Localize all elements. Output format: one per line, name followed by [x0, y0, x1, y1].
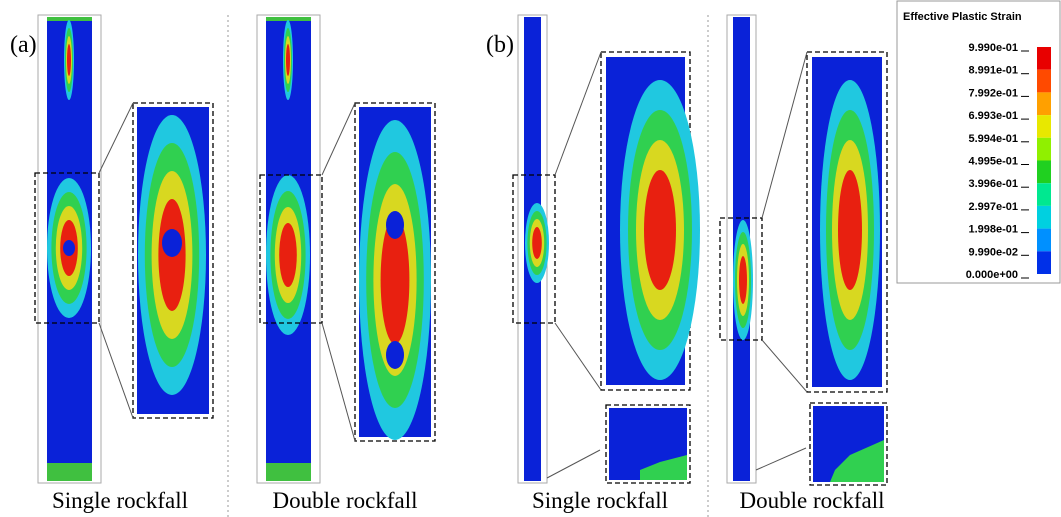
- contour: [67, 44, 71, 76]
- zoom-link: [762, 52, 807, 218]
- contour: [532, 227, 542, 259]
- zoom-link: [756, 448, 806, 470]
- hole: [162, 229, 182, 257]
- contour: [286, 44, 290, 76]
- contour: [838, 170, 862, 290]
- hole: [386, 211, 404, 239]
- legend-swatch: [1037, 115, 1051, 138]
- legend-label: 0.000e+00: [966, 269, 1018, 281]
- legend-label: 1.998e-01: [968, 224, 1018, 236]
- legend-swatch: [1037, 138, 1051, 161]
- zoom-link: [322, 323, 355, 441]
- legend-label: 6.993e-01: [968, 110, 1018, 122]
- hole: [63, 240, 75, 256]
- hole: [386, 341, 404, 369]
- contour: [644, 170, 676, 290]
- legend-title: Effective Plastic Strain: [903, 11, 1022, 23]
- legend-swatch: [1037, 183, 1051, 206]
- legend-swatch: [1037, 206, 1051, 229]
- legend-swatch: [1037, 229, 1051, 252]
- caption: Single rockfall: [52, 488, 188, 513]
- legend-swatch: [1037, 251, 1051, 274]
- zoom-link: [322, 103, 355, 175]
- legend-swatch: [1037, 47, 1051, 70]
- legend-label: 8.991e-01: [968, 65, 1018, 77]
- legend-swatch: [1037, 70, 1051, 93]
- panel-label: (b): [486, 32, 514, 58]
- legend-label: 3.996e-01: [968, 178, 1018, 190]
- zoom-link: [555, 323, 601, 390]
- legend-swatch: [1037, 92, 1051, 115]
- legend-label: 9.990e-02: [968, 246, 1018, 258]
- caption: Double rockfall: [740, 488, 885, 513]
- legend-label: 4.995e-01: [968, 156, 1018, 168]
- legend-swatch: [1037, 161, 1051, 184]
- contour: [279, 223, 297, 287]
- legend-label: 5.994e-01: [968, 133, 1018, 145]
- zoom-link: [99, 103, 133, 173]
- legend-label: 2.997e-01: [968, 201, 1018, 213]
- contour-art: [35, 15, 887, 485]
- legend-label: 9.990e-01: [968, 42, 1018, 54]
- legend-label: 7.992e-01: [968, 87, 1018, 99]
- zoom-link: [547, 450, 600, 478]
- zoom-link: [99, 323, 133, 418]
- panel-label: (a): [10, 32, 37, 58]
- zoom-link: [762, 340, 807, 392]
- column-base: [266, 463, 311, 481]
- column-base: [47, 463, 92, 481]
- zoom-link: [555, 52, 601, 175]
- caption: Double rockfall: [273, 488, 418, 513]
- caption: Single rockfall: [532, 488, 668, 513]
- figure: (a) (b) Single rockfall Double rockfall …: [0, 0, 1061, 517]
- contour: [739, 256, 747, 304]
